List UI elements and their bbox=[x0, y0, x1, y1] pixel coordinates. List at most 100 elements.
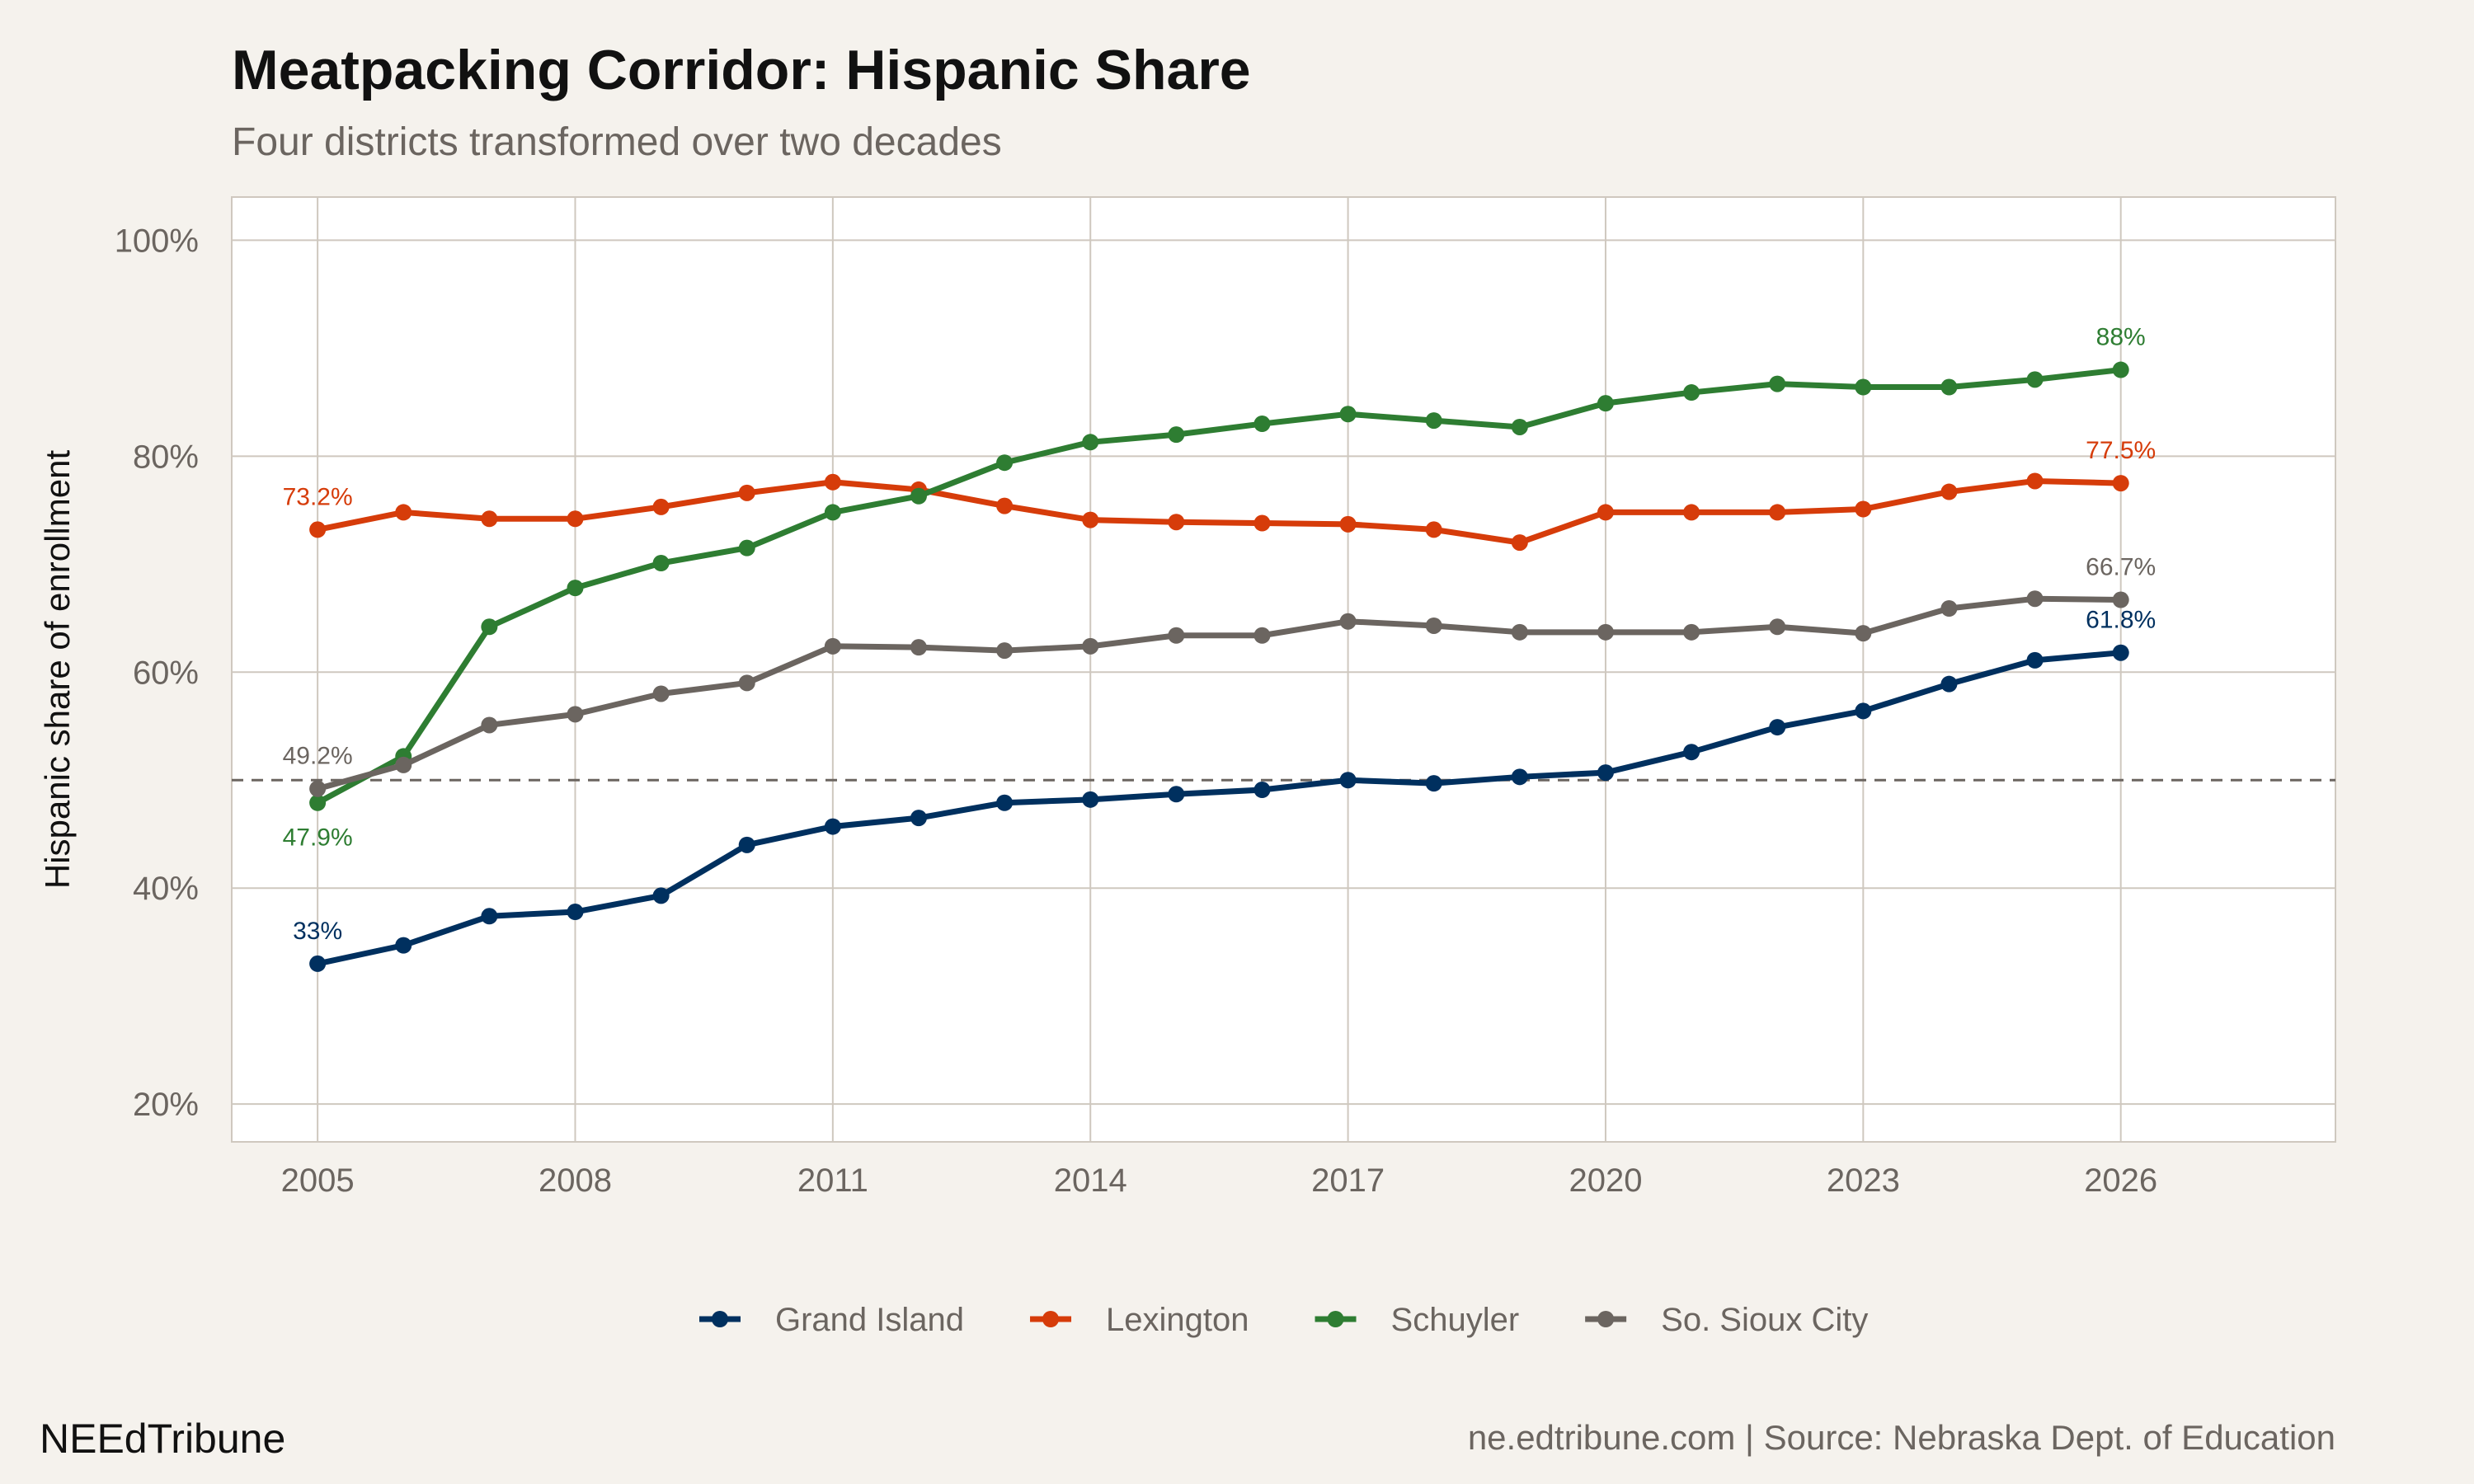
legend-item: So. Sioux City bbox=[1585, 1302, 1868, 1338]
data-point bbox=[481, 618, 498, 636]
data-point bbox=[824, 637, 841, 655]
y-tick-label: 20% bbox=[133, 1087, 199, 1123]
data-point bbox=[1253, 514, 1271, 532]
legend-label: So. Sioux City bbox=[1661, 1302, 1868, 1338]
legend-marker bbox=[1042, 1311, 1060, 1327]
data-point bbox=[1769, 618, 1786, 636]
legend-label: Lexington bbox=[1106, 1302, 1249, 1338]
y-axis-ticks: 20% 40% 60% 80% 100% bbox=[115, 223, 199, 1123]
series-line bbox=[317, 477, 2121, 546]
legend-item: Grand Island bbox=[699, 1302, 964, 1338]
start-data-label: 49.2% bbox=[283, 743, 353, 770]
data-point bbox=[996, 794, 1014, 811]
legend-marker bbox=[1597, 1311, 1615, 1327]
data-point bbox=[2112, 475, 2129, 492]
data-point bbox=[1339, 772, 1357, 789]
data-point bbox=[652, 498, 670, 515]
data-point bbox=[1168, 627, 1185, 644]
data-point bbox=[738, 539, 755, 556]
y-tick-label: 40% bbox=[133, 871, 199, 907]
data-point bbox=[738, 836, 755, 853]
data-point bbox=[996, 642, 1014, 660]
data-point bbox=[1769, 375, 1786, 392]
data-point bbox=[2112, 644, 2129, 661]
x-axis-ticks: 2005 2008 2011 2014 2017 2020 2023 2026 bbox=[281, 1162, 2158, 1199]
data-point bbox=[395, 504, 412, 521]
data-point bbox=[1082, 511, 1099, 528]
data-point bbox=[1683, 623, 1700, 641]
data-point bbox=[1683, 744, 1700, 761]
data-point bbox=[1511, 768, 1528, 786]
data-point bbox=[1940, 675, 1958, 693]
data-point bbox=[1339, 613, 1357, 630]
data-point bbox=[2112, 361, 2129, 378]
data-point bbox=[824, 818, 841, 835]
data-point bbox=[738, 484, 755, 501]
plot-panel bbox=[231, 196, 2336, 1143]
data-point bbox=[309, 780, 327, 797]
chart-subtitle: Four districts transformed over two deca… bbox=[232, 120, 1002, 164]
data-point bbox=[1253, 627, 1271, 644]
legend-label: Schuyler bbox=[1391, 1302, 1520, 1338]
data-point bbox=[1168, 426, 1185, 444]
data-point bbox=[309, 521, 327, 538]
y-axis-label: Hispanic share of enrollment bbox=[38, 450, 77, 890]
data-point bbox=[2026, 371, 2044, 388]
start-data-label: 33% bbox=[293, 918, 342, 945]
data-point bbox=[1769, 504, 1786, 521]
series-line bbox=[316, 367, 2122, 805]
data-point bbox=[1339, 515, 1357, 533]
data-point bbox=[1168, 514, 1185, 531]
data-point bbox=[567, 904, 584, 921]
x-tick-label: 2026 bbox=[2084, 1162, 2157, 1199]
end-data-label: 61.8% bbox=[2086, 607, 2156, 634]
data-point bbox=[652, 685, 670, 702]
data-point bbox=[1082, 791, 1099, 808]
data-point bbox=[1425, 617, 1442, 634]
legend-item: Schuyler bbox=[1315, 1302, 1520, 1338]
end-data-label: 77.5% bbox=[2086, 437, 2156, 464]
data-point bbox=[1339, 406, 1357, 423]
data-point bbox=[1597, 395, 1614, 412]
series-lines: 33% 61.8% 73.2% 77.5% 47.9% 88% 49.2% 66.7% bbox=[283, 324, 2156, 972]
data-point bbox=[1855, 500, 1872, 518]
legend: Grand Island Lexington Schuyler So. Sioux C… bbox=[699, 1302, 1868, 1338]
data-point bbox=[567, 706, 584, 723]
data-point bbox=[910, 639, 927, 656]
data-point bbox=[1855, 702, 1872, 720]
data-point bbox=[824, 473, 841, 491]
data-point bbox=[567, 580, 584, 597]
data-point bbox=[1253, 782, 1271, 799]
y-tick-label: 100% bbox=[115, 223, 199, 259]
data-point bbox=[824, 504, 841, 521]
series-line bbox=[317, 650, 2122, 967]
data-point bbox=[2026, 651, 2044, 669]
data-point bbox=[1253, 416, 1271, 433]
data-point bbox=[1082, 434, 1099, 451]
data-point bbox=[1597, 764, 1614, 782]
data-point bbox=[1425, 775, 1442, 792]
data-point bbox=[1940, 600, 1958, 618]
caption: ne.edtribune.com | Source: Nebraska Dept… bbox=[1468, 1418, 2335, 1457]
data-point bbox=[1597, 623, 1614, 641]
x-tick-label: 2005 bbox=[281, 1162, 355, 1199]
y-tick-label: 80% bbox=[133, 439, 199, 475]
data-point bbox=[2026, 590, 2044, 608]
legend-item: Lexington bbox=[1030, 1302, 1249, 1338]
x-tick-label: 2020 bbox=[1569, 1162, 1642, 1199]
gridlines bbox=[232, 197, 2335, 1142]
end-data-label: 66.7% bbox=[2086, 554, 2156, 581]
data-point bbox=[481, 908, 498, 925]
data-point bbox=[1769, 719, 1786, 736]
data-point bbox=[910, 810, 927, 827]
x-tick-label: 2008 bbox=[539, 1162, 612, 1199]
legend-marker bbox=[1327, 1311, 1344, 1327]
end-data-label: 88% bbox=[2096, 324, 2146, 351]
data-point bbox=[996, 454, 1014, 472]
x-tick-label: 2014 bbox=[1054, 1162, 1127, 1199]
series-line bbox=[317, 595, 2121, 792]
data-point bbox=[652, 554, 670, 571]
data-point bbox=[2026, 472, 2044, 490]
series-grand-island: 33% 61.8% bbox=[293, 607, 2156, 972]
data-point bbox=[1425, 412, 1442, 430]
